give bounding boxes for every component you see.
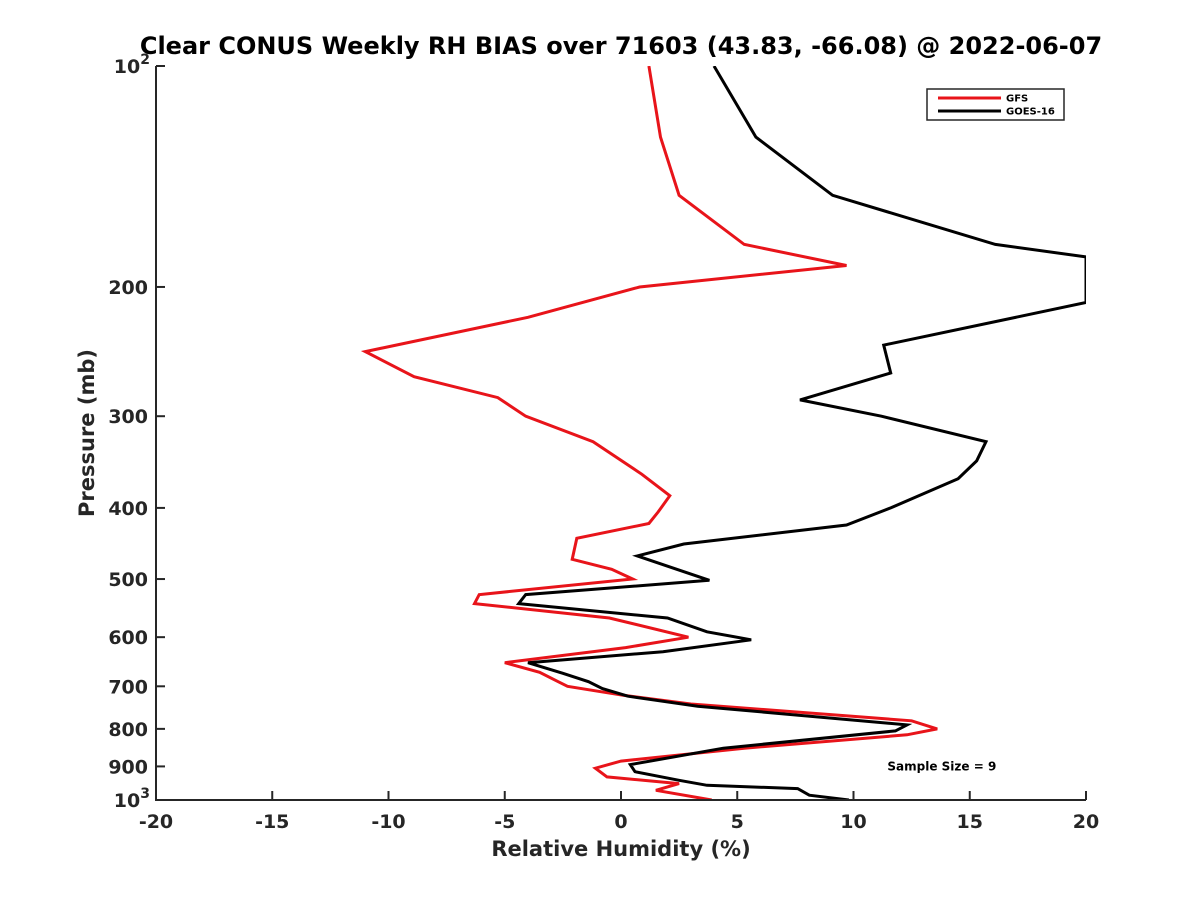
x-tick-label: 10: [840, 811, 866, 833]
series-line-gfs: [360, 66, 938, 800]
y-tick-label: 800: [108, 719, 148, 741]
y-tick-label: 103: [114, 786, 150, 812]
series-group: [360, 66, 1086, 800]
x-tick-label: 5: [731, 811, 744, 833]
chart-title: Clear CONUS Weekly RH BIAS over 71603 (4…: [140, 32, 1102, 60]
y-tick-label: 900: [108, 756, 148, 778]
legend-box: [926, 88, 1065, 121]
x-tick-label: -15: [255, 811, 289, 833]
y-axis-label: Pressure (mb): [75, 349, 99, 517]
legend: GFS GOES-16: [926, 88, 1065, 121]
legend-label: GFS: [1006, 94, 1028, 105]
y-tick-label: 102: [114, 52, 150, 78]
y-tick-label: 300: [108, 406, 148, 428]
series-line-goes-16: [515, 66, 1086, 800]
x-tick-label: -20: [139, 811, 173, 833]
y-tick-label: 400: [108, 498, 148, 520]
sample-size-annotation: Sample Size = 9: [887, 759, 996, 773]
y-tick-label: 500: [108, 569, 148, 591]
y-tick-label: 200: [108, 277, 148, 299]
x-tick-label: -5: [494, 811, 515, 833]
x-tick-label: 0: [614, 811, 627, 833]
x-tick-label: 15: [957, 811, 983, 833]
legend-label: GOES-16: [1006, 107, 1055, 118]
y-tick-label: 600: [108, 627, 148, 649]
y-tick-label: 700: [108, 676, 148, 698]
plot-area: -20 -15 -10 -5 0 5 10 15 20 102 200 300 400 500 600 700…: [108, 52, 1099, 833]
x-tick-label: 20: [1073, 811, 1099, 833]
x-axis-label: Relative Humidity (%): [491, 837, 750, 861]
x-tick-label: -10: [371, 811, 405, 833]
